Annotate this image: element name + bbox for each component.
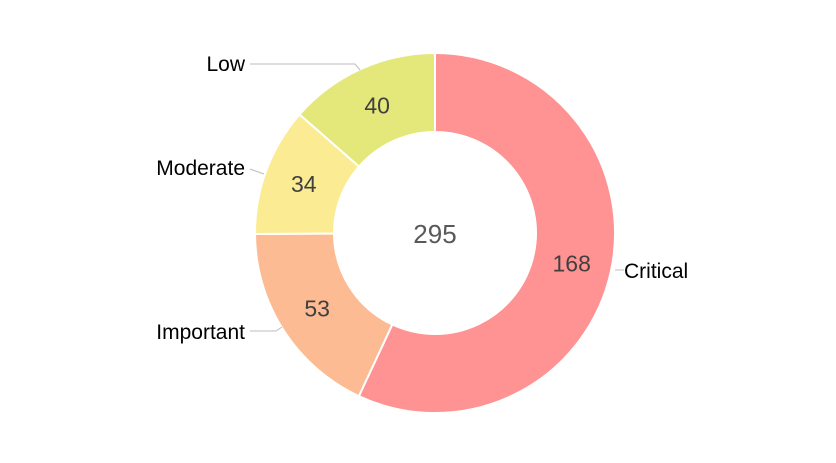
category-label-critical: Critical xyxy=(624,260,688,283)
total-label: 295 xyxy=(413,219,456,249)
slice-important[interactable] xyxy=(253,232,394,398)
leader-line-low xyxy=(250,63,361,71)
value-label-important: 53 xyxy=(304,296,330,322)
leader-line-moderate xyxy=(249,168,265,175)
value-label-moderate: 34 xyxy=(291,171,317,197)
value-label-low: 40 xyxy=(364,93,390,119)
category-label-moderate: Moderate xyxy=(156,157,245,180)
category-label-important: Important xyxy=(156,321,245,344)
slices-layer xyxy=(253,51,616,414)
slice-critical[interactable] xyxy=(357,51,616,414)
leader-line-important xyxy=(250,326,283,332)
slice-low[interactable] xyxy=(298,51,436,168)
value-label-critical: 168 xyxy=(552,250,590,276)
category-label-low: Low xyxy=(206,53,245,76)
labels-layer: 168 Critical 53 Important 34 Moderate 40 Low xyxy=(156,53,688,344)
leader-lines-layer xyxy=(249,63,624,332)
